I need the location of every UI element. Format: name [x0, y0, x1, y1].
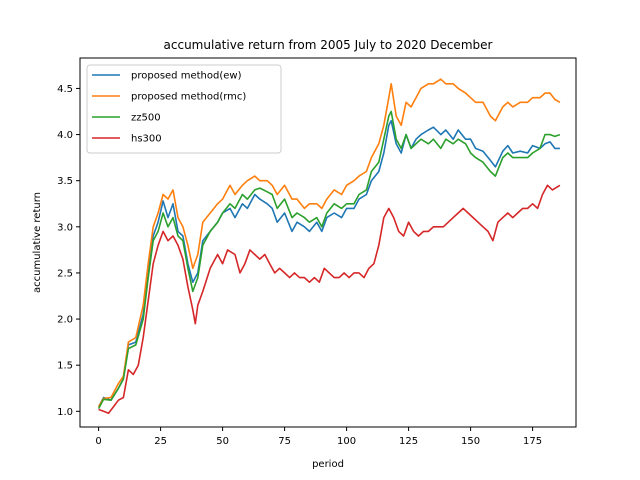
y-tick-label: 2.5	[57, 268, 73, 279]
y-axis: 1.0 1.5 2.0 2.5 3.0 3.5 4.0 4.5	[57, 84, 80, 418]
legend-label-hs300: hs300	[131, 134, 162, 145]
x-tick-label: 150	[461, 436, 480, 447]
y-tick-label: 2.0	[57, 315, 73, 326]
y-tick-label: 1.5	[57, 361, 73, 372]
plot-area: 0 25 50 75 100 125 150 175 1.0 1.5 2.0 2.5 3.0 3.5 4.…	[57, 57, 577, 447]
legend-label-proposed-method-rmc: proposed method(rmc)	[131, 92, 246, 103]
y-tick-label: 4.5	[57, 84, 73, 95]
series-layer	[97, 78, 561, 414]
legend-label-proposed-method-ew: proposed method(ew)	[131, 71, 242, 82]
series-line-proposed-method-rmc	[97, 78, 561, 408]
legend-label-zz500: zz500	[131, 113, 161, 124]
x-tick-label: 0	[95, 436, 101, 447]
x-tick-label: 100	[337, 436, 356, 447]
x-tick-label: 75	[278, 436, 291, 447]
y-tick-label: 3.5	[57, 176, 73, 187]
y-axis-label: accumulative return	[32, 192, 43, 293]
y-tick-label: 3.0	[57, 222, 73, 233]
x-axis-label: period	[312, 459, 344, 470]
series-line-zz500	[97, 110, 561, 409]
series-line-proposed-method-ew	[97, 119, 560, 408]
chart-title: accumulative return from 2005 July to 20…	[164, 38, 493, 52]
legend: proposed method(ew) proposed method(rmc) z…	[86, 64, 282, 154]
x-tick-label: 50	[216, 436, 229, 447]
series-line-hs300	[98, 184, 561, 414]
axes-frame	[79, 57, 577, 428]
x-tick-label: 175	[523, 436, 542, 447]
x-tick-label: 25	[154, 436, 167, 447]
legend-box	[86, 64, 282, 154]
x-tick-label: 125	[399, 436, 418, 447]
x-axis: 0 25 50 75 100 125 150 175	[95, 427, 542, 447]
y-tick-label: 1.0	[57, 407, 73, 418]
y-tick-label: 4.0	[57, 130, 73, 141]
